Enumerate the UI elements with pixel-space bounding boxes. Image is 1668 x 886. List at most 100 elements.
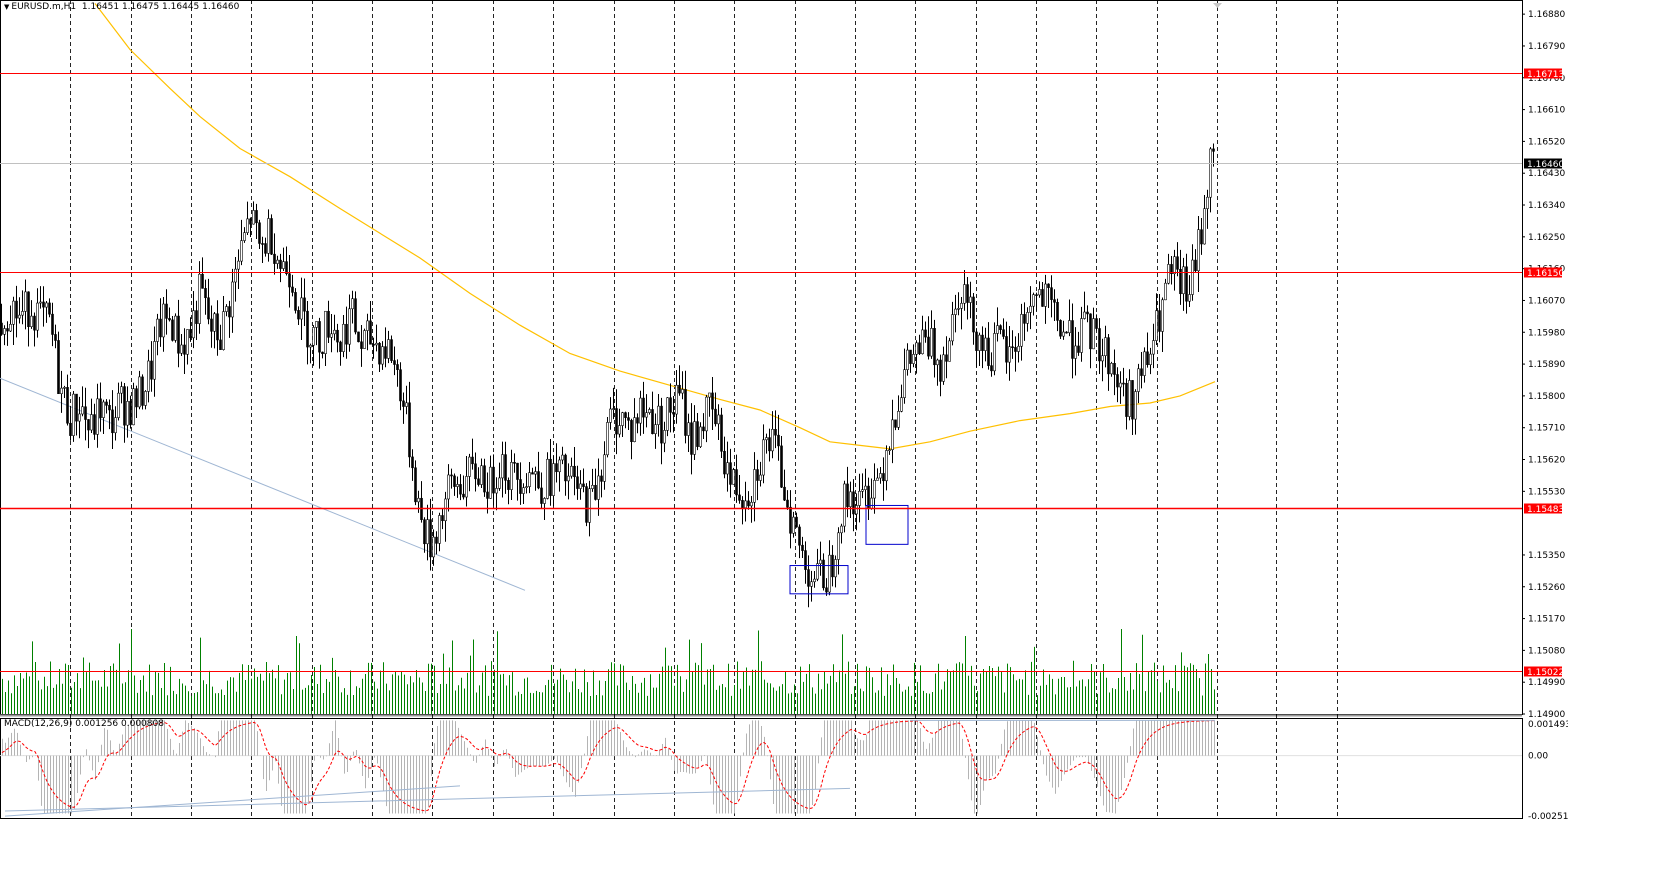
price-axis-label: 1.15080: [1528, 646, 1565, 656]
candle-bull: [969, 296, 972, 303]
candle-bull: [240, 240, 243, 262]
candle-bull: [180, 344, 183, 354]
candle-bull: [957, 308, 960, 310]
candle-bear: [672, 412, 675, 415]
candle-bear: [1170, 264, 1173, 275]
triangle-down-icon[interactable]: ▼: [4, 3, 10, 11]
candle-bull: [675, 384, 678, 415]
candle-bull: [1182, 266, 1185, 295]
candle-bull: [759, 474, 762, 481]
candle-bull: [1029, 305, 1032, 313]
candle-bear: [1011, 346, 1014, 349]
candle-bull: [36, 302, 39, 331]
candle-bear: [450, 474, 453, 477]
candle-bull: [309, 344, 312, 348]
candle-bear: [336, 329, 339, 343]
candle-bull: [1044, 283, 1047, 307]
price-pane-frame: [0, 0, 1523, 715]
candle-bear: [279, 259, 282, 269]
candle-bear: [87, 419, 90, 431]
candle-bull: [276, 259, 279, 264]
candle-bear: [210, 318, 213, 332]
candle-bear: [483, 465, 486, 493]
candle-bull: [348, 308, 351, 345]
candle-bear: [474, 463, 477, 480]
candle-bull: [849, 491, 852, 507]
candle-bear: [1065, 331, 1068, 334]
candle-bull: [855, 505, 858, 515]
candle-bear: [945, 354, 948, 362]
candle-bull: [1119, 382, 1122, 388]
candle-bear: [195, 310, 198, 324]
candle-bear: [1212, 148, 1215, 152]
candle-bear: [411, 456, 414, 469]
candle-bear: [1050, 287, 1053, 300]
candle-bull: [114, 417, 117, 434]
candle-bull: [1134, 391, 1137, 420]
candle-bull: [657, 405, 660, 425]
candle-bull: [1110, 362, 1113, 375]
candle-bull: [510, 462, 513, 490]
candle-bear: [273, 253, 276, 264]
candle-bear: [756, 469, 759, 481]
candle-bull: [1020, 314, 1023, 347]
candle-bear: [306, 310, 309, 348]
candle-bull: [96, 398, 99, 435]
candle-bull: [1197, 229, 1200, 272]
candle-bull: [315, 321, 318, 328]
candle-bear: [627, 417, 630, 421]
candle-bear: [741, 500, 744, 509]
candle-bear: [492, 466, 495, 494]
candle-bull: [72, 393, 75, 436]
candle-bull: [495, 488, 498, 494]
candle-bear: [75, 393, 78, 422]
candle-bear: [702, 426, 705, 432]
current-price-label: 1.16460: [1527, 160, 1564, 170]
candle-bear: [711, 392, 714, 410]
candle-bull: [897, 411, 900, 428]
candle-bear: [1146, 351, 1149, 366]
candle-bull: [771, 428, 774, 452]
candle-bull: [597, 475, 600, 500]
candle-bull: [1173, 256, 1176, 275]
candle-bull: [231, 281, 234, 318]
price-axis-label: 1.14900: [1528, 710, 1565, 720]
price-axis-label: 1.16250: [1528, 233, 1565, 243]
candle-bear: [894, 419, 897, 428]
candle-bull: [198, 273, 201, 324]
candle-bear: [1116, 374, 1119, 388]
candle-bear: [1071, 320, 1074, 359]
candle-bull: [1017, 345, 1020, 352]
candle-bear: [99, 398, 102, 418]
candle-bear: [339, 341, 342, 352]
candle-bull: [213, 313, 216, 332]
candle-bull: [18, 314, 21, 319]
candle-bear: [111, 409, 114, 434]
candle-bear: [384, 346, 387, 359]
candle-bear: [735, 469, 738, 496]
chart-window[interactable]: 29 Sep 202130 Sep 13:001 Oct 05:001 Oct …: [0, 0, 1568, 820]
candle-bear: [288, 273, 291, 288]
candle-bear: [435, 536, 438, 544]
candle-bull: [996, 325, 999, 334]
candle-bull: [633, 417, 636, 442]
macd-axis-label: -0.002516: [1528, 812, 1568, 820]
price-chart-canvas[interactable]: 29 Sep 202130 Sep 13:001 Oct 05:001 Oct …: [0, 0, 1568, 820]
candle-bull: [282, 261, 285, 269]
candle-bull: [951, 314, 954, 342]
candle-bull: [930, 328, 933, 357]
candle-bull: [621, 412, 624, 426]
candle-bear: [228, 306, 231, 318]
candle-bear: [1002, 329, 1005, 337]
candle-bull: [381, 346, 384, 365]
candle-bear: [486, 491, 489, 499]
candle-bear: [669, 397, 672, 413]
candle-bull: [708, 392, 711, 398]
candle-bull: [1161, 299, 1164, 332]
candle-bull: [921, 329, 924, 355]
sma-line: [94, 3, 1216, 450]
candle-bear: [462, 493, 465, 498]
candle-bull: [1008, 346, 1011, 363]
candle-bear: [576, 476, 579, 489]
candle-bull: [840, 525, 843, 534]
